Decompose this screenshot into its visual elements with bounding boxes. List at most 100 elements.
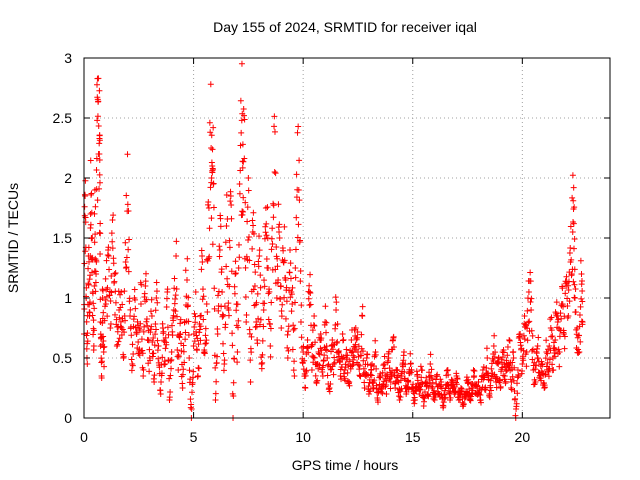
data-point xyxy=(548,327,555,334)
data-point xyxy=(570,197,577,204)
data-point xyxy=(209,146,216,153)
data-point xyxy=(150,334,157,341)
x-tick-label: 10 xyxy=(295,429,311,445)
data-point xyxy=(110,212,117,219)
data-point xyxy=(558,315,565,322)
data-point xyxy=(524,295,531,302)
data-point xyxy=(145,337,152,344)
data-point xyxy=(237,167,244,174)
data-point xyxy=(93,166,100,173)
data-point xyxy=(122,317,129,324)
data-point xyxy=(453,381,460,388)
data-point xyxy=(148,296,155,303)
data-point xyxy=(87,221,94,228)
data-point xyxy=(100,349,107,355)
data-point xyxy=(178,347,185,354)
data-point xyxy=(271,128,278,135)
data-point xyxy=(289,284,296,291)
data-point xyxy=(104,284,111,291)
data-point xyxy=(115,288,122,295)
data-point xyxy=(93,258,100,265)
data-point xyxy=(148,323,155,330)
data-point xyxy=(559,285,566,292)
data-point xyxy=(234,301,241,308)
data-point xyxy=(142,270,149,277)
data-point xyxy=(556,333,563,340)
data-point xyxy=(509,373,516,380)
data-point xyxy=(283,284,290,291)
data-point xyxy=(167,357,174,364)
data-point xyxy=(361,379,368,386)
data-point xyxy=(250,222,257,229)
data-point xyxy=(188,405,195,412)
data-point xyxy=(86,309,93,316)
data-point xyxy=(267,325,274,332)
data-point xyxy=(196,329,203,336)
data-point xyxy=(164,324,171,331)
data-point xyxy=(545,346,552,353)
data-point xyxy=(495,361,502,367)
data-point xyxy=(578,318,585,325)
data-point xyxy=(284,344,291,351)
data-point xyxy=(238,129,245,136)
data-point xyxy=(121,288,128,295)
data-point xyxy=(359,303,366,310)
data-point xyxy=(562,290,569,297)
data-point xyxy=(172,296,179,303)
y-tick-label: 1.5 xyxy=(53,230,73,246)
data-point xyxy=(272,266,279,273)
data-point xyxy=(544,350,551,357)
data-point xyxy=(245,175,252,181)
data-point xyxy=(278,325,285,331)
data-point xyxy=(295,123,302,130)
data-point xyxy=(438,379,445,385)
data-point xyxy=(578,278,585,285)
data-point xyxy=(92,288,99,295)
data-point xyxy=(361,385,368,391)
data-point xyxy=(207,129,214,136)
data-point xyxy=(91,327,98,334)
data-point xyxy=(532,379,539,385)
data-point xyxy=(196,326,203,333)
data-point xyxy=(197,323,204,330)
data-point xyxy=(434,371,441,378)
data-point xyxy=(266,288,273,295)
data-point xyxy=(112,269,119,276)
data-point xyxy=(147,326,154,333)
data-point xyxy=(552,337,559,343)
data-point xyxy=(568,270,575,277)
data-point xyxy=(460,401,467,408)
data-point xyxy=(277,296,284,303)
data-point xyxy=(312,372,319,379)
data-point xyxy=(251,230,258,237)
data-point xyxy=(186,367,193,374)
data-point xyxy=(180,342,187,349)
data-point xyxy=(144,322,151,329)
data-point xyxy=(81,203,88,210)
data-point xyxy=(257,272,264,279)
data-point xyxy=(235,317,242,324)
data-point xyxy=(83,345,90,352)
data-point xyxy=(189,379,196,386)
data-point xyxy=(230,392,237,399)
data-point xyxy=(482,386,489,393)
data-point xyxy=(548,314,555,321)
data-point xyxy=(373,365,380,372)
data-point xyxy=(96,137,103,144)
data-point xyxy=(379,369,386,376)
data-point xyxy=(84,340,91,347)
data-point xyxy=(280,247,287,254)
data-point xyxy=(138,336,145,343)
data-point xyxy=(368,372,375,379)
data-point xyxy=(318,347,325,354)
data-point xyxy=(211,305,218,312)
data-point xyxy=(292,264,299,271)
data-point xyxy=(354,334,361,341)
data-point xyxy=(270,202,277,209)
data-point xyxy=(261,300,268,307)
data-point xyxy=(572,308,579,315)
data-point xyxy=(259,351,266,358)
data-point xyxy=(217,215,224,222)
data-point xyxy=(471,373,478,379)
data-point xyxy=(561,333,568,340)
